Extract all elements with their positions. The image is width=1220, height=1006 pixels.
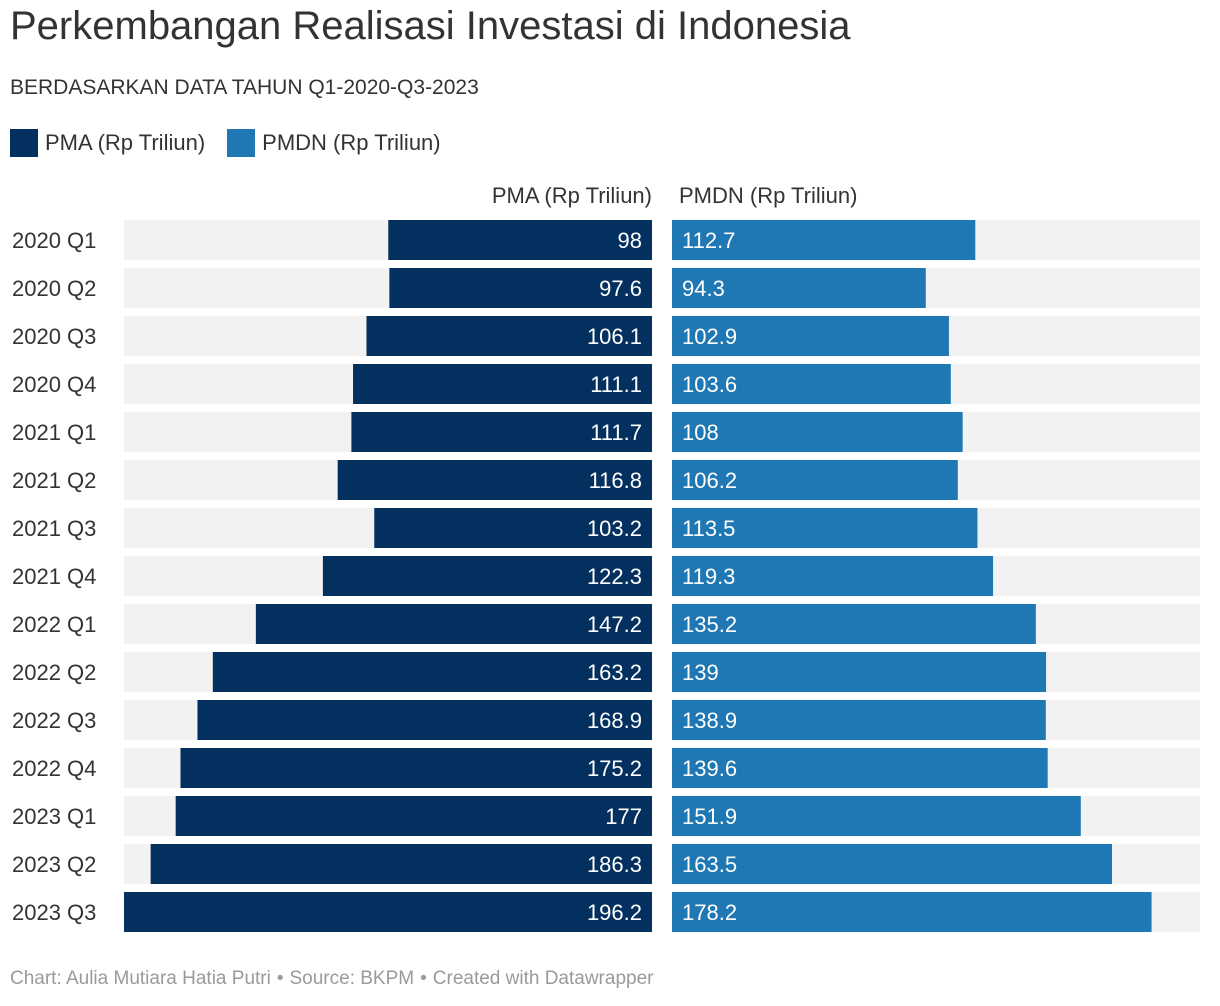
legend-label-pma: PMA (Rp Triliun) bbox=[45, 130, 206, 155]
category-label: 2021 Q1 bbox=[12, 420, 96, 445]
category-label: 2022 Q3 bbox=[12, 708, 96, 733]
bar-pma bbox=[150, 844, 652, 884]
category-label: 2020 Q3 bbox=[12, 324, 96, 349]
category-label: 2021 Q2 bbox=[12, 468, 96, 493]
data-label-pmdn: 151.9 bbox=[682, 804, 737, 829]
data-label-pmdn: 113.5 bbox=[682, 516, 735, 541]
data-label-pma: 98 bbox=[618, 228, 642, 253]
bar-pma bbox=[374, 508, 652, 548]
bar-pma bbox=[322, 556, 652, 596]
chart-title: Perkembangan Realisasi Investasi di Indo… bbox=[10, 4, 851, 48]
category-label: 2020 Q4 bbox=[12, 372, 96, 397]
bar-pmdn bbox=[672, 700, 1046, 740]
legend: PMA (Rp Triliun) PMDN (Rp Triliun) bbox=[10, 128, 463, 158]
bar-pmdn bbox=[672, 748, 1048, 788]
legend-item-pmdn: PMDN (Rp Triliun) bbox=[227, 129, 441, 157]
bar-pmdn bbox=[672, 796, 1081, 836]
bar-pma bbox=[337, 460, 652, 500]
bar-pmdn bbox=[672, 460, 958, 500]
data-label-pma: 168.9 bbox=[587, 708, 642, 733]
data-label-pmdn: 163.5 bbox=[682, 852, 737, 877]
category-label: 2020 Q1 bbox=[12, 228, 96, 253]
split-bar-chart: PMA (Rp Triliun) PMDN (Rp Triliun) 2020 Q1… bbox=[12, 183, 1200, 932]
category-label: 2023 Q1 bbox=[12, 804, 96, 829]
data-label-pmdn: 139.6 bbox=[682, 756, 737, 781]
bar-pmdn bbox=[672, 220, 976, 260]
footer-source: Source: BKPM bbox=[289, 968, 415, 989]
bar-pmdn bbox=[672, 556, 994, 596]
footer-chart-credit: Chart: Aulia Mutiara Hatia Putri bbox=[10, 968, 271, 989]
bar-pma bbox=[351, 412, 652, 452]
bar-pmdn bbox=[672, 652, 1047, 692]
bar-pmdn bbox=[672, 316, 949, 356]
legend-label-pmdn: PMDN (Rp Triliun) bbox=[262, 130, 441, 155]
category-label: 2020 Q2 bbox=[12, 276, 96, 301]
bar-pma bbox=[124, 892, 652, 932]
footer: Chart: Aulia Mutiara Hatia Putri • Source:… bbox=[10, 968, 653, 990]
footer-separator: • bbox=[276, 968, 284, 989]
bar-pma bbox=[353, 364, 652, 404]
category-label: 2021 Q4 bbox=[12, 564, 96, 589]
data-label-pma: 111.1 bbox=[590, 372, 642, 397]
legend-swatch-pma bbox=[10, 129, 38, 157]
column-header-pma: PMA (Rp Triliun) bbox=[492, 183, 652, 208]
footer-separator: • bbox=[420, 968, 427, 989]
data-label-pma: 103.2 bbox=[587, 516, 642, 541]
bar-pma bbox=[389, 268, 652, 308]
bar-pmdn bbox=[672, 508, 978, 548]
data-label-pma: 97.6 bbox=[599, 276, 642, 301]
footer-tool-credit: Created with Datawrapper bbox=[432, 968, 654, 989]
data-label-pmdn: 106.2 bbox=[682, 468, 737, 493]
bar-pma bbox=[366, 316, 652, 356]
data-label-pmdn: 108 bbox=[682, 420, 719, 445]
data-label-pma: 186.3 bbox=[587, 852, 642, 877]
data-label-pma: 163.2 bbox=[587, 660, 642, 685]
bar-pmdn bbox=[672, 268, 926, 308]
bar-pma bbox=[212, 652, 652, 692]
data-label-pma: 177 bbox=[605, 804, 642, 829]
data-label-pmdn: 135.2 bbox=[682, 612, 737, 637]
bar-pma bbox=[255, 604, 652, 644]
category-label: 2022 Q4 bbox=[12, 756, 96, 781]
legend-item-pma: PMA (Rp Triliun) bbox=[10, 129, 205, 157]
bar-pmdn bbox=[672, 604, 1036, 644]
bar-pma bbox=[180, 748, 652, 788]
bar-pmdn bbox=[672, 364, 951, 404]
data-label-pmdn: 112.7 bbox=[682, 228, 735, 253]
bar-pmdn bbox=[672, 412, 963, 452]
data-label-pmdn: 94.3 bbox=[682, 276, 725, 301]
category-label: 2023 Q3 bbox=[12, 900, 96, 925]
bar-pma bbox=[388, 220, 652, 260]
column-header-pmdn: PMDN (Rp Triliun) bbox=[679, 183, 857, 208]
data-label-pmdn: 138.9 bbox=[682, 708, 737, 733]
category-label: 2022 Q2 bbox=[12, 660, 96, 685]
data-label-pma: 175.2 bbox=[587, 756, 642, 781]
category-label: 2021 Q3 bbox=[12, 516, 96, 541]
data-label-pmdn: 119.3 bbox=[682, 564, 735, 589]
data-label-pma: 147.2 bbox=[587, 612, 642, 637]
category-label: 2023 Q2 bbox=[12, 852, 96, 877]
data-label-pma: 196.2 bbox=[587, 900, 642, 925]
category-label: 2022 Q1 bbox=[12, 612, 96, 637]
bar-pma bbox=[197, 700, 652, 740]
data-label-pmdn: 178.2 bbox=[682, 900, 737, 925]
chart-subtitle: BERDASARKAN DATA TAHUN Q1-2020-Q3-2023 bbox=[10, 76, 479, 99]
bar-pmdn bbox=[672, 892, 1152, 932]
bar-pma bbox=[175, 796, 652, 836]
data-label-pma: 111.7 bbox=[590, 420, 642, 445]
data-label-pma: 116.8 bbox=[589, 468, 642, 493]
data-label-pmdn: 103.6 bbox=[682, 372, 737, 397]
data-label-pmdn: 102.9 bbox=[682, 324, 737, 349]
bar-pmdn bbox=[672, 844, 1112, 884]
data-label-pmdn: 139 bbox=[682, 660, 719, 685]
data-label-pma: 106.1 bbox=[587, 324, 642, 349]
data-label-pma: 122.3 bbox=[587, 564, 642, 589]
legend-swatch-pmdn bbox=[227, 129, 256, 157]
